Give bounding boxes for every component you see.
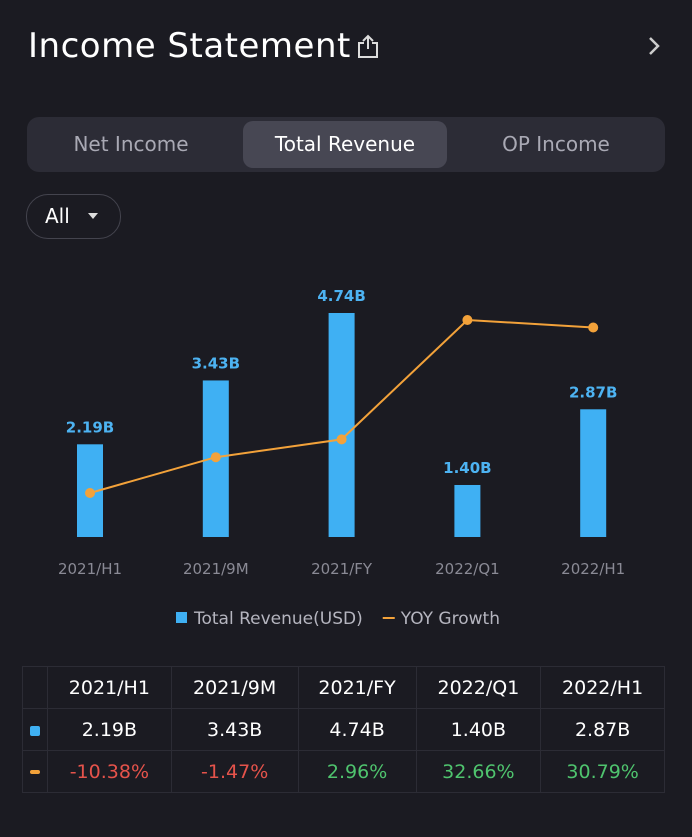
legend-swatch	[382, 617, 395, 619]
chevron[interactable]	[646, 34, 662, 58]
data-label: 2.87B	[569, 383, 617, 401]
table-header-cell: 2021/FY	[297, 666, 417, 709]
filter-label: All	[45, 204, 70, 228]
data-label: 4.74B	[317, 287, 365, 305]
data-label: 2.19B	[66, 418, 114, 436]
table-header-row: 2021/H1 2021/9M 2021/FY 2022/Q1 2022/H1	[22, 666, 665, 709]
table-cell: 4.74B	[297, 708, 417, 751]
table-header-cell: 2021/H1	[47, 666, 172, 709]
data-label: 3.43B	[192, 354, 240, 372]
tab[interactable]: Total Revenue	[243, 121, 447, 168]
table-row-marker	[22, 708, 48, 751]
title: Income Statement	[28, 26, 351, 66]
table-cell: 3.43B	[170, 708, 299, 751]
table-cell: -10.38%	[47, 750, 172, 793]
dropdown-arrow	[88, 213, 98, 219]
table-header-cell: 2021/9M	[170, 666, 299, 709]
table-cell: -1.47%	[170, 750, 299, 793]
line-point	[85, 488, 95, 499]
legend-label: Total Revenue(USD)	[193, 609, 363, 629]
tab[interactable]: Net Income	[73, 132, 189, 156]
row-swatch	[30, 770, 40, 774]
table-cell: 32.66%	[415, 750, 542, 793]
table-row-marker	[22, 750, 48, 793]
x-tick-label: 2021/9M	[183, 560, 249, 578]
share-icon[interactable]	[356, 34, 380, 60]
x-tick-label: 2021/FY	[311, 560, 373, 578]
table-header-cell: 2022/Q1	[415, 666, 542, 709]
table-row: -10.38% -1.47% 2.96% 32.66% 30.79%	[22, 750, 665, 793]
line-point	[210, 452, 221, 463]
data-label: 1.40B	[443, 459, 491, 477]
legend-swatch	[176, 612, 187, 623]
table-cell: 2.19B	[47, 708, 172, 751]
bar	[580, 409, 607, 537]
line-point	[462, 314, 473, 325]
line-point	[336, 434, 347, 445]
table-cell: 2.87B	[540, 708, 665, 751]
line-point	[588, 322, 599, 333]
x-tick-label: 2021/H1	[58, 560, 122, 578]
tab-bar: Net Income Total Revenue OP Income	[27, 117, 665, 172]
bar	[454, 484, 481, 537]
row-swatch	[30, 725, 40, 736]
filter-dropdown[interactable]: All	[26, 194, 121, 239]
table-cell: 2.96%	[297, 750, 417, 793]
table-header-cell: 2022/H1	[540, 666, 665, 709]
tab[interactable]: OP Income	[502, 132, 610, 156]
data-table: 2021/H1 2021/9M 2021/FY 2022/Q1 2022/H1 2.19B…	[22, 666, 665, 793]
bar	[328, 313, 355, 537]
table-row: 2.19B 3.43B 4.74B 1.40B 2.87B	[22, 708, 665, 751]
table-corner	[22, 666, 48, 709]
x-tick-label: 2022/Q1	[435, 560, 500, 578]
legend-label: YOY Growth	[400, 609, 500, 629]
chart: 2021/H1 2021/9M 2021/FY 2022/Q1 2022/H1 2.19B…	[58, 287, 625, 629]
table-cell: 1.40B	[415, 708, 542, 751]
x-tick-label: 2022/H1	[561, 560, 625, 578]
table-cell: 30.79%	[540, 750, 665, 793]
